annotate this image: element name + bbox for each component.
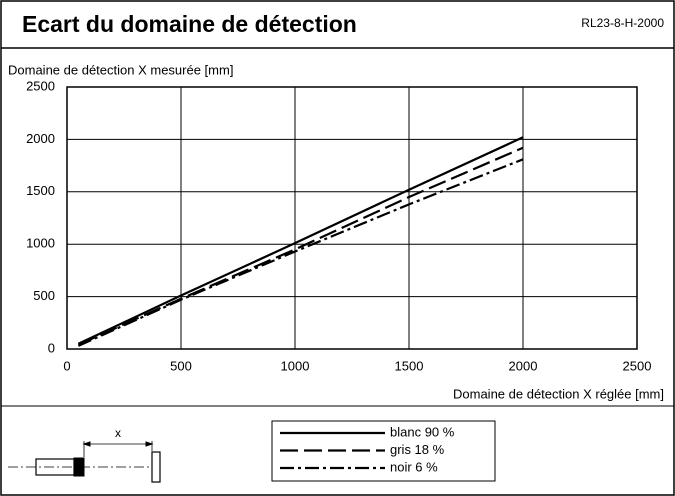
y-tick-label: 2000: [26, 131, 55, 146]
y-tick-label: 500: [33, 288, 55, 303]
legend-label: blanc 90 %: [390, 424, 455, 439]
x-tick-label: 2500: [623, 358, 652, 373]
sensor-diagram: [8, 441, 161, 483]
x-tick-label: 1500: [395, 358, 424, 373]
x-tick-label: 500: [170, 358, 192, 373]
y-tick-label: 1000: [26, 236, 55, 251]
legend-label: gris 18 %: [390, 442, 445, 457]
x-tick-label: 0: [63, 358, 70, 373]
x-tick-label: 1000: [281, 358, 310, 373]
y-tick-label: 2500: [26, 78, 55, 93]
legend-label: noir 6 %: [390, 459, 438, 474]
x-tick-label: 2000: [509, 358, 538, 373]
target: [151, 451, 161, 483]
y-tick-label: 1500: [26, 183, 55, 198]
dimension-label: x: [115, 426, 121, 440]
y-axis-label: Domaine de détection X mesurée [mm]: [8, 62, 233, 77]
legend-box: [271, 420, 496, 482]
y-tick-label: 0: [48, 340, 55, 355]
plot-border: [66, 86, 638, 350]
chart-subtitle: RL23-8-H-2000: [581, 16, 664, 30]
arrowhead: [82, 441, 154, 447]
line-series: [77, 136, 524, 345]
sensor-head: [73, 457, 85, 477]
x-axis-label: Domaine de détection X réglée [mm]: [453, 386, 664, 401]
chart-title: Ecart du domaine de détection: [22, 11, 357, 37]
line-series: [77, 158, 524, 347]
